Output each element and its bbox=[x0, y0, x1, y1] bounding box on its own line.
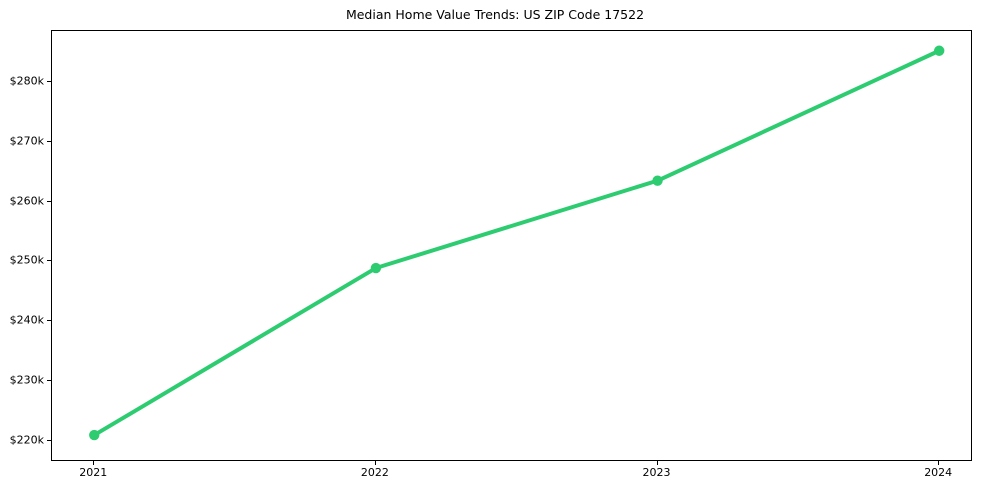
line-chart-svg bbox=[89, 45, 945, 441]
x-axis-tick-label: 2022 bbox=[360, 466, 389, 479]
data-point-marker bbox=[89, 429, 100, 441]
y-axis-tick-labels: $220k $230k $240k $250k $260k $270k $280k bbox=[0, 0, 44, 490]
y-axis-tick-label: $250k bbox=[9, 253, 44, 267]
y-axis-tick-label: $260k bbox=[9, 194, 44, 208]
x-axis-tick-label: 2024 bbox=[924, 466, 953, 479]
y-axis-tick-label: $230k bbox=[9, 373, 44, 387]
series-markers-group bbox=[89, 45, 945, 441]
y-axis-tick-label: $220k bbox=[9, 433, 44, 447]
y-axis-tick-label: $240k bbox=[9, 313, 44, 327]
series-line-median-home-value bbox=[92, 48, 942, 438]
data-point-marker bbox=[652, 175, 663, 186]
data-point-marker bbox=[934, 45, 945, 56]
chart-title: Median Home Value Trends: US ZIP Code 17… bbox=[345, 7, 645, 22]
y-axis-tick-label: $280k bbox=[9, 74, 44, 88]
data-point-marker bbox=[370, 262, 382, 274]
x-axis-tick-label: 2023 bbox=[642, 466, 671, 479]
x-axis-tick-label: 2021 bbox=[79, 466, 108, 479]
plot-area bbox=[51, 30, 972, 461]
y-axis-tick-label: $270k bbox=[9, 134, 44, 148]
